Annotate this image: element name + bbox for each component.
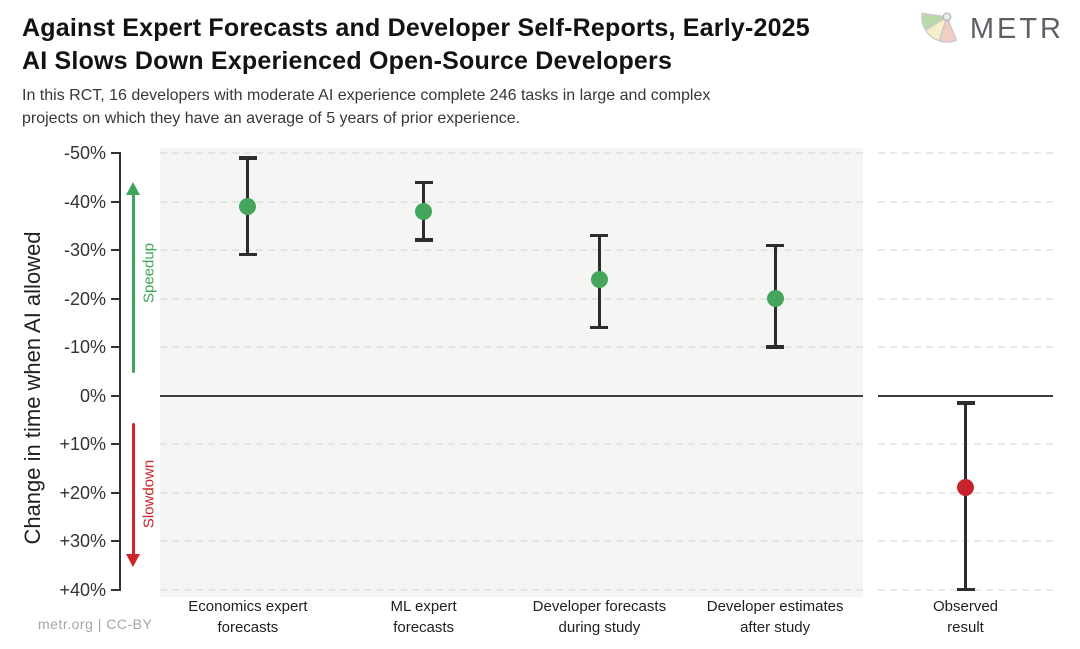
gridline--30% xyxy=(160,249,863,251)
metr-wordmark: METR xyxy=(969,12,1064,45)
data-point-dot xyxy=(239,197,257,215)
credit-line: metr.org | CC-BY xyxy=(38,616,153,632)
gridline--20% xyxy=(878,297,1053,300)
category-label: Developer forecasts during study xyxy=(504,596,694,638)
category-label-line: ML expert xyxy=(390,598,457,615)
gridline--10% xyxy=(160,346,863,348)
category-label-line: result xyxy=(947,619,984,636)
gridline--30% xyxy=(878,249,1053,251)
chart-title-line-2: AI Slows Down Experienced Open-Source De… xyxy=(22,47,673,75)
category-label: Economics expert forecasts xyxy=(153,596,343,638)
category-label: Observed result xyxy=(871,596,1061,638)
data-point-dot xyxy=(415,202,433,220)
metr-fan-icon xyxy=(918,10,961,48)
gridline--40% xyxy=(160,200,863,203)
gridline--10% xyxy=(878,346,1053,348)
category-label-line: during study xyxy=(558,619,641,636)
y-tick-mark--50% xyxy=(111,152,119,154)
y-axis-line xyxy=(118,152,121,591)
error-bar-cap-top xyxy=(956,401,975,405)
error-bar-cap-bottom xyxy=(590,325,609,330)
category-label-line: forecasts xyxy=(217,619,279,636)
y-tick-mark--30% xyxy=(111,249,119,251)
zero-line-right xyxy=(878,394,1053,397)
y-tick-mark--20% xyxy=(111,297,119,300)
y-tick-label-+10%: +10% xyxy=(59,434,106,454)
error-bar-cap-bottom xyxy=(766,345,785,349)
chart-title-line-1: Against Expert Forecasts and Developer S… xyxy=(22,14,810,42)
y-tick-label-0%: 0% xyxy=(79,385,106,406)
speedup-arrow-icon xyxy=(126,182,141,373)
gridline--50% xyxy=(878,152,1053,154)
gridline-+20% xyxy=(160,491,863,494)
y-tick-mark--10% xyxy=(111,346,119,348)
y-tick-label-+40%: +40% xyxy=(59,579,106,600)
y-tick-label-+30%: +30% xyxy=(59,531,106,551)
gridline--40% xyxy=(878,200,1053,203)
gridline--50% xyxy=(160,152,863,154)
y-tick-mark-+20% xyxy=(111,491,119,494)
speedup-arrow-shaft xyxy=(132,192,135,373)
y-tick-label--50%: -50% xyxy=(63,143,106,163)
category-label-line: Developer forecasts xyxy=(532,598,667,615)
gridline-+30% xyxy=(160,540,863,542)
y-tick-label--30%: -30% xyxy=(63,240,106,260)
category-label: ML expert forecasts xyxy=(329,596,519,638)
chart-subtitle-line-2: projects on which they have an average o… xyxy=(22,110,521,127)
gridline-+10% xyxy=(160,443,863,445)
category-label-line: after study xyxy=(740,619,811,636)
y-tick-mark-0% xyxy=(111,394,119,397)
error-bar-cap-top xyxy=(238,156,257,160)
y-tick-mark--40% xyxy=(111,200,119,203)
chart-subtitle-line-1: In this RCT, 16 developers with moderate… xyxy=(22,87,711,104)
category-label-line: Observed xyxy=(932,598,999,615)
error-bar-cap-bottom xyxy=(238,252,257,257)
category-label-line: Developer estimates xyxy=(706,598,844,615)
y-tick-label--10%: -10% xyxy=(63,337,106,357)
category-label-line: Economics expert xyxy=(188,598,308,615)
y-tick-mark-+30% xyxy=(111,540,119,542)
data-point-dot xyxy=(590,270,608,288)
y-tick-label--40%: -40% xyxy=(63,191,106,212)
error-bar-cap-top xyxy=(590,233,609,238)
y-tick-label--20%: -20% xyxy=(63,288,106,309)
slowdown-arrowhead-icon xyxy=(126,554,140,567)
error-bar-cap-top xyxy=(414,180,433,185)
zero-line-main xyxy=(160,394,863,397)
category-label: Developer estimates after study xyxy=(680,596,870,638)
error-bar-cap-bottom xyxy=(414,238,433,242)
gridline-+40% xyxy=(160,588,863,591)
data-point-dot xyxy=(957,479,974,497)
error-bar-line xyxy=(964,402,967,590)
speedup-arrowhead-icon xyxy=(126,182,140,195)
metr-logo: METR xyxy=(918,10,1064,48)
y-tick-mark-+40% xyxy=(111,588,119,591)
y-tick-label-+20%: +20% xyxy=(59,482,106,503)
main-panel-background xyxy=(160,148,863,597)
gridline--20% xyxy=(160,297,863,300)
category-label-line: forecasts xyxy=(393,619,455,636)
error-bar-cap-bottom xyxy=(956,587,975,591)
data-point-dot xyxy=(766,290,784,307)
slowdown-arrow-icon xyxy=(126,423,141,567)
y-tick-mark-+10% xyxy=(111,443,119,445)
error-bar-cap-top xyxy=(766,243,785,248)
slowdown-arrow-shaft xyxy=(132,423,135,557)
